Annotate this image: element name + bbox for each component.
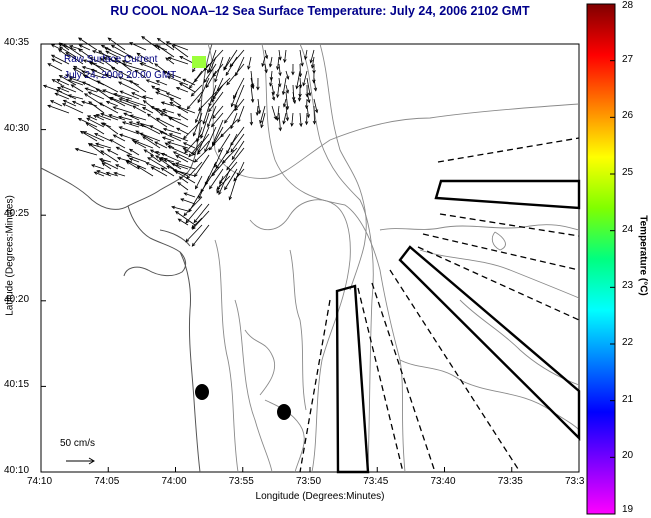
axis-ticks — [40, 43, 580, 473]
x-tick-label: 74:10 — [27, 476, 53, 487]
x-tick-label: 74:05 — [94, 476, 120, 487]
colorbar-tick-label: 25 — [622, 167, 634, 178]
colorbar-label: Temperature (°C) — [637, 215, 649, 296]
colorbar-tick-label: 22 — [622, 337, 634, 348]
x-tick-label: 73:3 — [565, 476, 585, 487]
bathymetry-contours — [207, 43, 580, 473]
x-tick-label: 74:00 — [161, 476, 187, 487]
x-tick-label: 73:40 — [430, 476, 456, 487]
colorbar-ticks — [610, 3, 615, 515]
map-title: RU COOL NOAA–12 Sea Surface Temperature:… — [110, 4, 530, 18]
y-tick-label: 40:25 — [4, 208, 30, 220]
coastline — [40, 43, 213, 473]
x-tick-label: 73:35 — [497, 476, 523, 487]
scale-arrow — [66, 457, 95, 465]
x-axis-label: Longitude (Degrees:Minutes) — [255, 491, 385, 502]
legend-date-label: July 24, 2006 20:00 GMT — [64, 70, 177, 81]
colorbar-tick-label: 28 — [622, 0, 634, 11]
surface-current-vectors — [42, 36, 319, 247]
scale-label: 50 cm/s — [60, 438, 96, 449]
y-tick-label: 40:35 — [4, 37, 30, 48]
y-tick-label: 40:10 — [4, 465, 30, 476]
station-marker — [195, 384, 209, 400]
colorbar-tick-label: 23 — [622, 280, 634, 292]
y-tick-label: 40:20 — [4, 293, 30, 305]
plot-frame — [40, 43, 580, 473]
radar-beam-lines — [299, 137, 580, 473]
radar-beam-outlines — [335, 179, 581, 474]
x-tick-label: 73:55 — [228, 476, 254, 487]
colorbar-tick-label: 21 — [622, 393, 634, 405]
colorbar — [586, 3, 616, 515]
colorbar-tick-label: 20 — [622, 450, 634, 462]
colorbar-tick-label: 24 — [622, 223, 634, 235]
station-marker — [277, 404, 291, 420]
colorbar-tick-label: 27 — [622, 53, 634, 65]
colorbar-tick-label: 26 — [622, 110, 634, 122]
sst-pixel-patch — [192, 56, 206, 68]
legend-current-label: Raw Surface Current — [64, 54, 158, 65]
colorbar-tick-label: 19 — [622, 504, 634, 515]
y-tick-label: 40:15 — [4, 379, 30, 391]
x-tick-label: 73:45 — [363, 476, 389, 487]
y-tick-label: 40:30 — [4, 122, 30, 134]
x-tick-label: 73:50 — [296, 476, 322, 487]
